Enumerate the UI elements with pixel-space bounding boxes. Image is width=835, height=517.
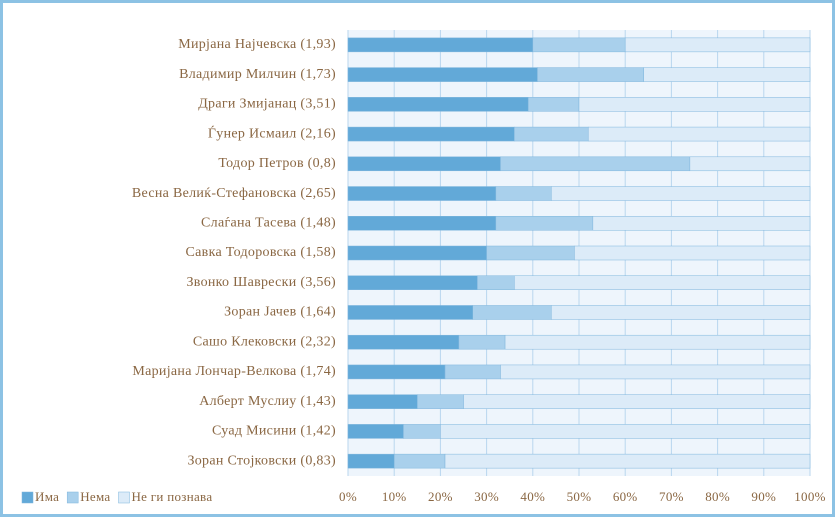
bar-segment xyxy=(347,364,446,380)
bar-segment xyxy=(578,97,811,112)
bar-segment xyxy=(574,245,811,261)
bar-segment xyxy=(403,424,441,439)
bar-segment xyxy=(347,97,529,112)
bar-segment xyxy=(495,186,552,201)
y-tick-label: Зоран Јачев (1,64) xyxy=(224,305,336,320)
bar-segment xyxy=(551,186,811,201)
bar-segment xyxy=(495,216,594,231)
bar-segment xyxy=(486,245,575,261)
bar-segment xyxy=(477,275,515,290)
bar-segment xyxy=(347,305,473,320)
bar-segment xyxy=(500,364,811,380)
bar-segment xyxy=(347,37,534,53)
x-tick-label: 80% xyxy=(705,489,730,504)
bar-segment xyxy=(347,156,501,172)
bar-segment xyxy=(504,334,811,350)
legend-label: Нема xyxy=(80,489,110,504)
x-tick-label: 60% xyxy=(613,489,638,504)
y-tick-label: Ѓунер Исмаил (2,16) xyxy=(208,124,336,141)
bar-segment xyxy=(393,453,446,469)
bar-segment xyxy=(347,334,460,350)
x-tick-label: 90% xyxy=(751,489,776,504)
bar-segment xyxy=(500,156,691,172)
y-tick-label: Тодор Петров (0,8) xyxy=(218,156,336,171)
bar-segment xyxy=(624,37,811,53)
bar-segment xyxy=(347,394,418,409)
x-tick-label: 50% xyxy=(567,489,592,504)
bar-segment xyxy=(458,334,506,350)
y-tick-label: Слаѓана Тасева (1,48) xyxy=(201,215,336,230)
bar-segment xyxy=(463,394,811,409)
bar-segment xyxy=(592,216,811,231)
x-tick-label: 10% xyxy=(382,489,407,504)
legend-label: Има xyxy=(35,489,59,504)
x-tick-label: 30% xyxy=(474,489,499,504)
legend-swatch xyxy=(66,491,79,504)
bar-segment xyxy=(347,67,538,82)
y-tick-label: Драги Змијанац (3,51) xyxy=(198,97,336,112)
y-tick-label: Звонко Шаврески (3,56) xyxy=(186,275,336,290)
bar-segment xyxy=(347,126,515,142)
bar-segment xyxy=(444,453,811,469)
bar-segment xyxy=(347,424,404,439)
y-tick-label: Мирјана Најчевска (1,93) xyxy=(178,37,336,52)
x-tick-label: 40% xyxy=(520,489,545,504)
bar-segment xyxy=(532,37,626,53)
bar-segment xyxy=(587,126,811,142)
bar-segment xyxy=(347,245,487,261)
x-tick-label: 20% xyxy=(428,489,453,504)
bar-segment xyxy=(444,364,501,380)
y-tick-label: Алберт Муслиу (1,43) xyxy=(199,394,336,409)
bar-segment xyxy=(440,424,811,439)
bar-segment xyxy=(514,275,811,290)
y-tick-label: Владимир Милчин (1,73) xyxy=(179,67,336,82)
y-tick-label: Суад Мисини (1,42) xyxy=(212,424,336,439)
bar-segment xyxy=(417,394,464,409)
legend-swatch xyxy=(21,491,34,504)
bar-segment xyxy=(347,275,478,290)
y-tick-label: Весна Велиќ-Стефановска (2,65) xyxy=(132,186,336,201)
bar-segment xyxy=(347,216,497,231)
x-tick-label: 100% xyxy=(794,489,826,504)
y-tick-label: Маријана Лончар-Велкова (1,74) xyxy=(132,364,336,379)
legend-swatch xyxy=(118,491,130,504)
y-tick-label: Зоран Стојковски (0,83) xyxy=(187,453,336,468)
bar-segment xyxy=(537,67,644,82)
bar-segment xyxy=(643,67,811,82)
legend-label: Не ги познава xyxy=(131,489,212,504)
bar-segment xyxy=(347,186,497,201)
x-tick-label: 70% xyxy=(659,489,684,504)
bar-segment xyxy=(514,126,589,142)
bar-segment xyxy=(689,156,811,172)
bar-segment xyxy=(347,453,395,469)
x-tick-label: 0% xyxy=(339,489,357,504)
bar-segment xyxy=(527,97,580,112)
bar-segment xyxy=(551,305,811,320)
y-tick-label: Савка Тодоровска (1,58) xyxy=(186,245,336,260)
bar-segment xyxy=(472,305,552,320)
y-tick-label: Сашо Клековски (2,32) xyxy=(193,334,336,349)
